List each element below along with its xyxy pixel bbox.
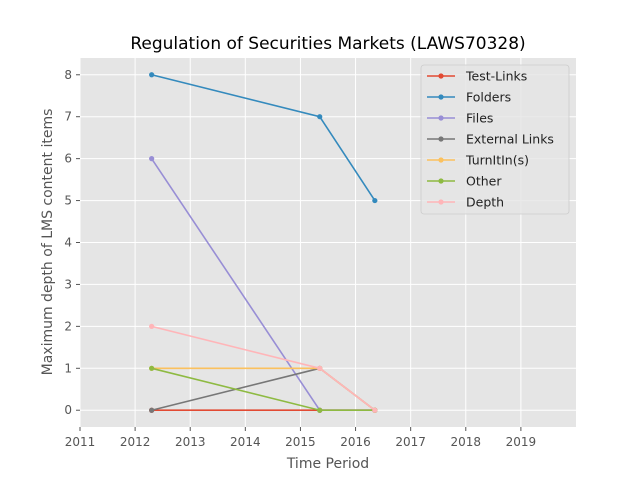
legend-item-turnitin-s: TurnItIn(s) <box>427 153 529 168</box>
legend-label: External Links <box>466 132 554 147</box>
legend-label: Other <box>466 174 502 189</box>
legend-item-other: Other <box>427 174 502 189</box>
legend-item-depth: Depth <box>427 195 504 210</box>
legend-item-test-links: Test-Links <box>427 69 527 84</box>
legend-label: Test-Links <box>465 69 527 84</box>
y-tick-label: 2 <box>64 319 72 333</box>
legend-marker <box>438 115 444 121</box>
series-layer <box>149 72 378 413</box>
legend-label: Files <box>466 111 493 126</box>
x-tick-label: 2012 <box>120 435 151 449</box>
legend-marker <box>438 94 444 100</box>
y-tick-label: 4 <box>64 236 72 250</box>
data-point <box>317 114 323 120</box>
data-point <box>372 407 378 413</box>
y-axis-label: Maximum depth of LMS content items <box>40 109 56 376</box>
x-axis-label: Time Period <box>286 456 369 472</box>
legend-marker <box>438 199 444 205</box>
data-point <box>149 323 155 329</box>
y-tick-label: 6 <box>64 152 72 166</box>
series-folders <box>149 72 378 204</box>
y-tick-label: 5 <box>64 194 72 208</box>
data-point <box>317 365 323 371</box>
data-point <box>149 407 155 413</box>
legend-item-folders: Folders <box>427 90 511 105</box>
x-tick-label: 2017 <box>395 435 426 449</box>
y-tick-label: 1 <box>64 361 72 375</box>
legend-item-files: Files <box>427 111 493 126</box>
data-point <box>317 407 323 413</box>
legend-label: Folders <box>466 90 511 105</box>
x-tick-label: 2018 <box>451 435 482 449</box>
chart-title: Regulation of Securities Markets (LAWS70… <box>130 34 525 54</box>
y-tick-label: 3 <box>64 277 72 291</box>
legend-item-external-links: External Links <box>427 132 554 147</box>
x-tick-label: 2015 <box>285 435 316 449</box>
x-ticks: 2011 2012 2013 2014 2015 2016 2017 2018 2019 <box>65 427 536 449</box>
legend-marker <box>438 136 444 142</box>
y-tick-label: 0 <box>64 403 72 417</box>
legend-label: TurnItIn(s) <box>465 153 529 168</box>
y-tick-label: 7 <box>64 110 72 124</box>
y-tick-label: 8 <box>64 68 72 82</box>
data-point <box>149 156 155 162</box>
legend-box <box>420 64 570 215</box>
x-tick-label: 2016 <box>340 435 371 449</box>
series-depth <box>149 323 378 413</box>
legend: Test-Links Folders Files External Links Turn… <box>420 64 570 215</box>
data-point <box>149 365 155 371</box>
data-point <box>372 197 378 204</box>
legend-marker <box>438 178 444 184</box>
data-point <box>149 72 155 78</box>
x-tick-label: 2013 <box>175 435 206 449</box>
legend-label: Depth <box>466 195 504 210</box>
x-tick-label: 2019 <box>506 435 537 449</box>
y-ticks: 0 1 2 3 4 5 6 7 8 <box>64 68 80 417</box>
legend-marker <box>438 157 444 163</box>
x-tick-label: 2011 <box>65 435 96 449</box>
legend-marker <box>438 73 444 79</box>
x-tick-label: 2014 <box>230 435 261 449</box>
